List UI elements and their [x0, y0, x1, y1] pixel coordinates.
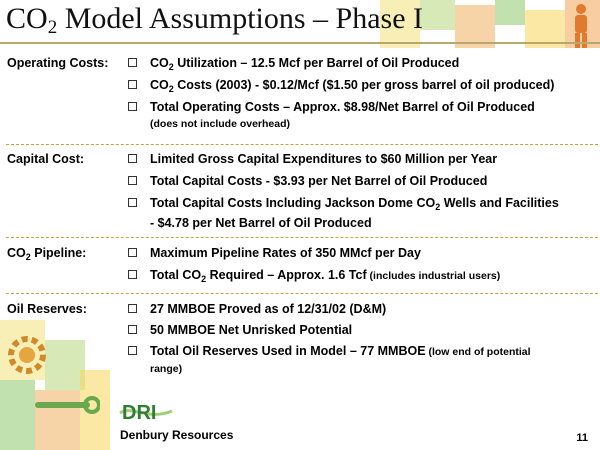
list-item: Total Capital Costs Including Jackson Do…	[128, 195, 598, 230]
slide-title: CO2 Model Assumptions – Phase I	[6, 2, 424, 38]
section-label-oil-reserves: Oil Reserves:	[7, 302, 87, 316]
section-label-co2-pipeline: CO2 Pipeline:	[7, 246, 87, 262]
title-rule	[0, 42, 600, 44]
list-item: Total CO2 Required – Approx. 1.6 Tcf (in…	[128, 267, 598, 285]
wrench-icon	[35, 396, 100, 414]
denbury-logo: DRI	[119, 402, 173, 424]
checkbox-bullet	[128, 154, 137, 163]
company-name: Denbury Resources	[120, 428, 234, 442]
checkbox-bullet	[128, 248, 137, 257]
checkbox-bullet	[128, 176, 137, 185]
section-label-capital-cost: Capital Cost:	[7, 152, 85, 166]
checkbox-bullet	[128, 102, 137, 111]
list-item: Maximum Pipeline Rates of 350 MMcf per D…	[128, 245, 598, 263]
page-number: 11	[576, 432, 588, 444]
list-item: Total Capital Costs - $3.93 per Net Barr…	[128, 173, 598, 191]
checkbox-bullet	[128, 58, 137, 67]
gear-icon	[8, 336, 46, 374]
list-item: Total Operating Costs – Approx. $8.98/Ne…	[128, 99, 598, 131]
checkbox-bullet	[128, 346, 137, 355]
checkbox-bullet	[128, 198, 137, 207]
footer-collage	[0, 300, 110, 450]
section-divider	[6, 237, 598, 238]
section-label-operating-costs: Operating Costs:	[7, 56, 109, 70]
svg-text:DRI: DRI	[122, 402, 156, 424]
checkbox-bullet	[128, 270, 137, 279]
section-divider	[6, 144, 598, 145]
list-item: CO2 Utilization – 12.5 Mcf per Barrel of…	[128, 55, 598, 73]
section-divider	[6, 293, 598, 294]
worker-figure-icon	[575, 4, 587, 48]
checkbox-bullet	[128, 304, 137, 313]
header-collage	[370, 0, 600, 48]
list-item: 50 MMBOE Net Unrisked Potential	[128, 322, 598, 340]
list-item: 27 MMBOE Proved as of 12/31/02 (D&M)	[128, 301, 598, 319]
list-item: Total Oil Reserves Used in Model – 77 MM…	[128, 343, 598, 377]
checkbox-bullet	[128, 80, 137, 89]
list-item: Limited Gross Capital Expenditures to $6…	[128, 151, 598, 169]
list-item: CO2 Costs (2003) - $0.12/Mcf ($1.50 per …	[128, 77, 598, 95]
checkbox-bullet	[128, 325, 137, 334]
